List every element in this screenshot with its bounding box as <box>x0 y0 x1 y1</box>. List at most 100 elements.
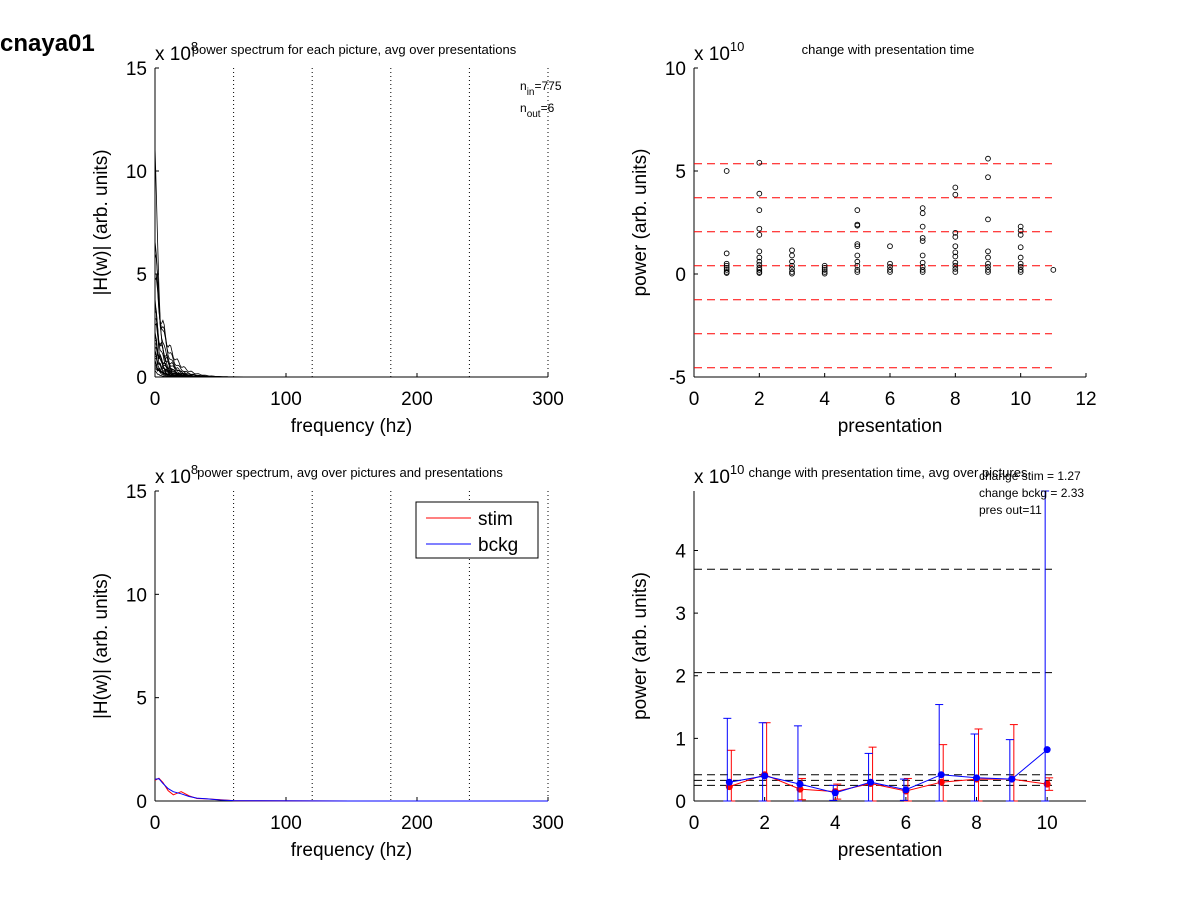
x-tick-label: 10 <box>1037 813 1058 834</box>
x-tick-label: 4 <box>830 813 841 834</box>
y-exponent: 8 <box>191 39 198 54</box>
data-point <box>854 267 861 273</box>
series-line-bckg <box>154 778 548 802</box>
data-point <box>952 229 959 236</box>
spectrum-line <box>154 335 548 378</box>
data-point <box>854 241 861 247</box>
data-point <box>887 269 893 275</box>
summary-annotation: change stim = 1.27 <box>979 469 1081 483</box>
data-point <box>756 232 763 238</box>
y-exponent: 10 <box>730 462 744 477</box>
data-point <box>1017 267 1024 273</box>
spectrum-line <box>154 240 548 378</box>
spectrum-line <box>154 322 548 378</box>
data-point <box>985 260 991 267</box>
series-line-stim <box>154 777 548 802</box>
data-point <box>985 248 991 255</box>
data-point <box>919 269 926 275</box>
axes-title: change with presentation time <box>802 42 975 57</box>
data-point <box>789 252 795 259</box>
spectrum-line <box>154 357 548 378</box>
data-point <box>919 223 926 230</box>
x-tick-label: 4 <box>819 389 830 410</box>
y-tick-label: 5 <box>136 689 147 710</box>
data-point <box>854 207 861 213</box>
x-tick-label: 10 <box>1010 389 1031 410</box>
data-point <box>723 262 730 269</box>
spectrum-line <box>154 304 548 378</box>
y-tick-label: 0 <box>136 792 147 813</box>
data-point <box>1050 267 1057 273</box>
data-point <box>854 222 861 229</box>
y-tick-label: 1 <box>675 729 686 750</box>
data-point <box>1017 244 1024 251</box>
spectrum-line <box>154 276 548 378</box>
axes-title: power spectrum for each picture, avg ove… <box>192 42 517 57</box>
data-point <box>887 267 893 273</box>
data-point <box>952 269 959 275</box>
spectrum-line <box>154 318 548 378</box>
y-tick-label: 0 <box>136 368 147 389</box>
data-point <box>756 258 763 265</box>
data-point <box>952 184 959 191</box>
y-tick-label: -5 <box>669 368 686 389</box>
x-tick-label: 0 <box>689 813 700 834</box>
y-tick-label: 15 <box>126 59 147 80</box>
data-point <box>919 235 926 241</box>
y-axis-label: power (arb. units) <box>630 572 651 720</box>
data-point <box>1017 254 1024 261</box>
data-point <box>952 266 959 272</box>
data-point <box>723 250 730 257</box>
data-point-bckg <box>1043 746 1051 754</box>
x-tick-label: 300 <box>532 813 564 834</box>
spectrum-line <box>154 339 548 378</box>
data-point <box>952 243 959 250</box>
y-tick-label: 10 <box>665 59 686 80</box>
spectrum-line <box>154 362 548 378</box>
data-point <box>723 168 730 174</box>
data-point <box>985 254 991 261</box>
y-tick-label: 3 <box>675 604 686 625</box>
data-point <box>1017 260 1024 267</box>
x-tick-label: 2 <box>759 813 770 834</box>
data-point <box>887 260 893 267</box>
spectrum-line <box>154 368 548 378</box>
spectrum-line <box>154 310 548 378</box>
axes-title: power spectrum, avg over pictures and pr… <box>197 465 503 480</box>
x-axis-label: frequency (hz) <box>291 840 412 861</box>
data-point <box>756 159 763 166</box>
data-point <box>919 252 926 259</box>
data-point <box>821 264 828 271</box>
data-point <box>789 262 795 269</box>
x-axis-label: frequency (hz) <box>291 416 412 437</box>
spectrum-line <box>154 364 548 378</box>
data-point-bckg <box>867 778 875 786</box>
data-point <box>821 267 828 273</box>
x-axis-label: presentation <box>838 840 943 861</box>
x-tick-label: 200 <box>401 389 433 410</box>
spectrum-line <box>154 273 548 378</box>
x-tick-label: 0 <box>689 389 700 410</box>
data-point <box>756 270 763 276</box>
y-axis-label: |H(w)| (arb. units) <box>91 573 112 719</box>
data-point <box>919 267 926 273</box>
summary-annotation: change bckg = 2.33 <box>979 486 1084 500</box>
y-exponent: 8 <box>191 462 198 477</box>
figure-title: cnaya01 <box>0 30 95 57</box>
data-point <box>756 225 763 232</box>
data-point <box>821 269 828 275</box>
data-point-bckg <box>902 786 910 794</box>
data-point <box>985 174 991 181</box>
x-axis-label: presentation <box>838 416 943 437</box>
data-point <box>756 254 763 261</box>
spectrum-line <box>154 356 548 378</box>
spectrum-line <box>154 370 548 378</box>
data-point <box>952 253 959 260</box>
legend-entry: stim <box>478 509 513 530</box>
data-point-bckg <box>937 771 945 779</box>
y-tick-label: 5 <box>136 265 147 286</box>
legend-box <box>415 501 539 559</box>
x-tick-label: 100 <box>270 813 302 834</box>
y-tick-label: 0 <box>675 792 686 813</box>
